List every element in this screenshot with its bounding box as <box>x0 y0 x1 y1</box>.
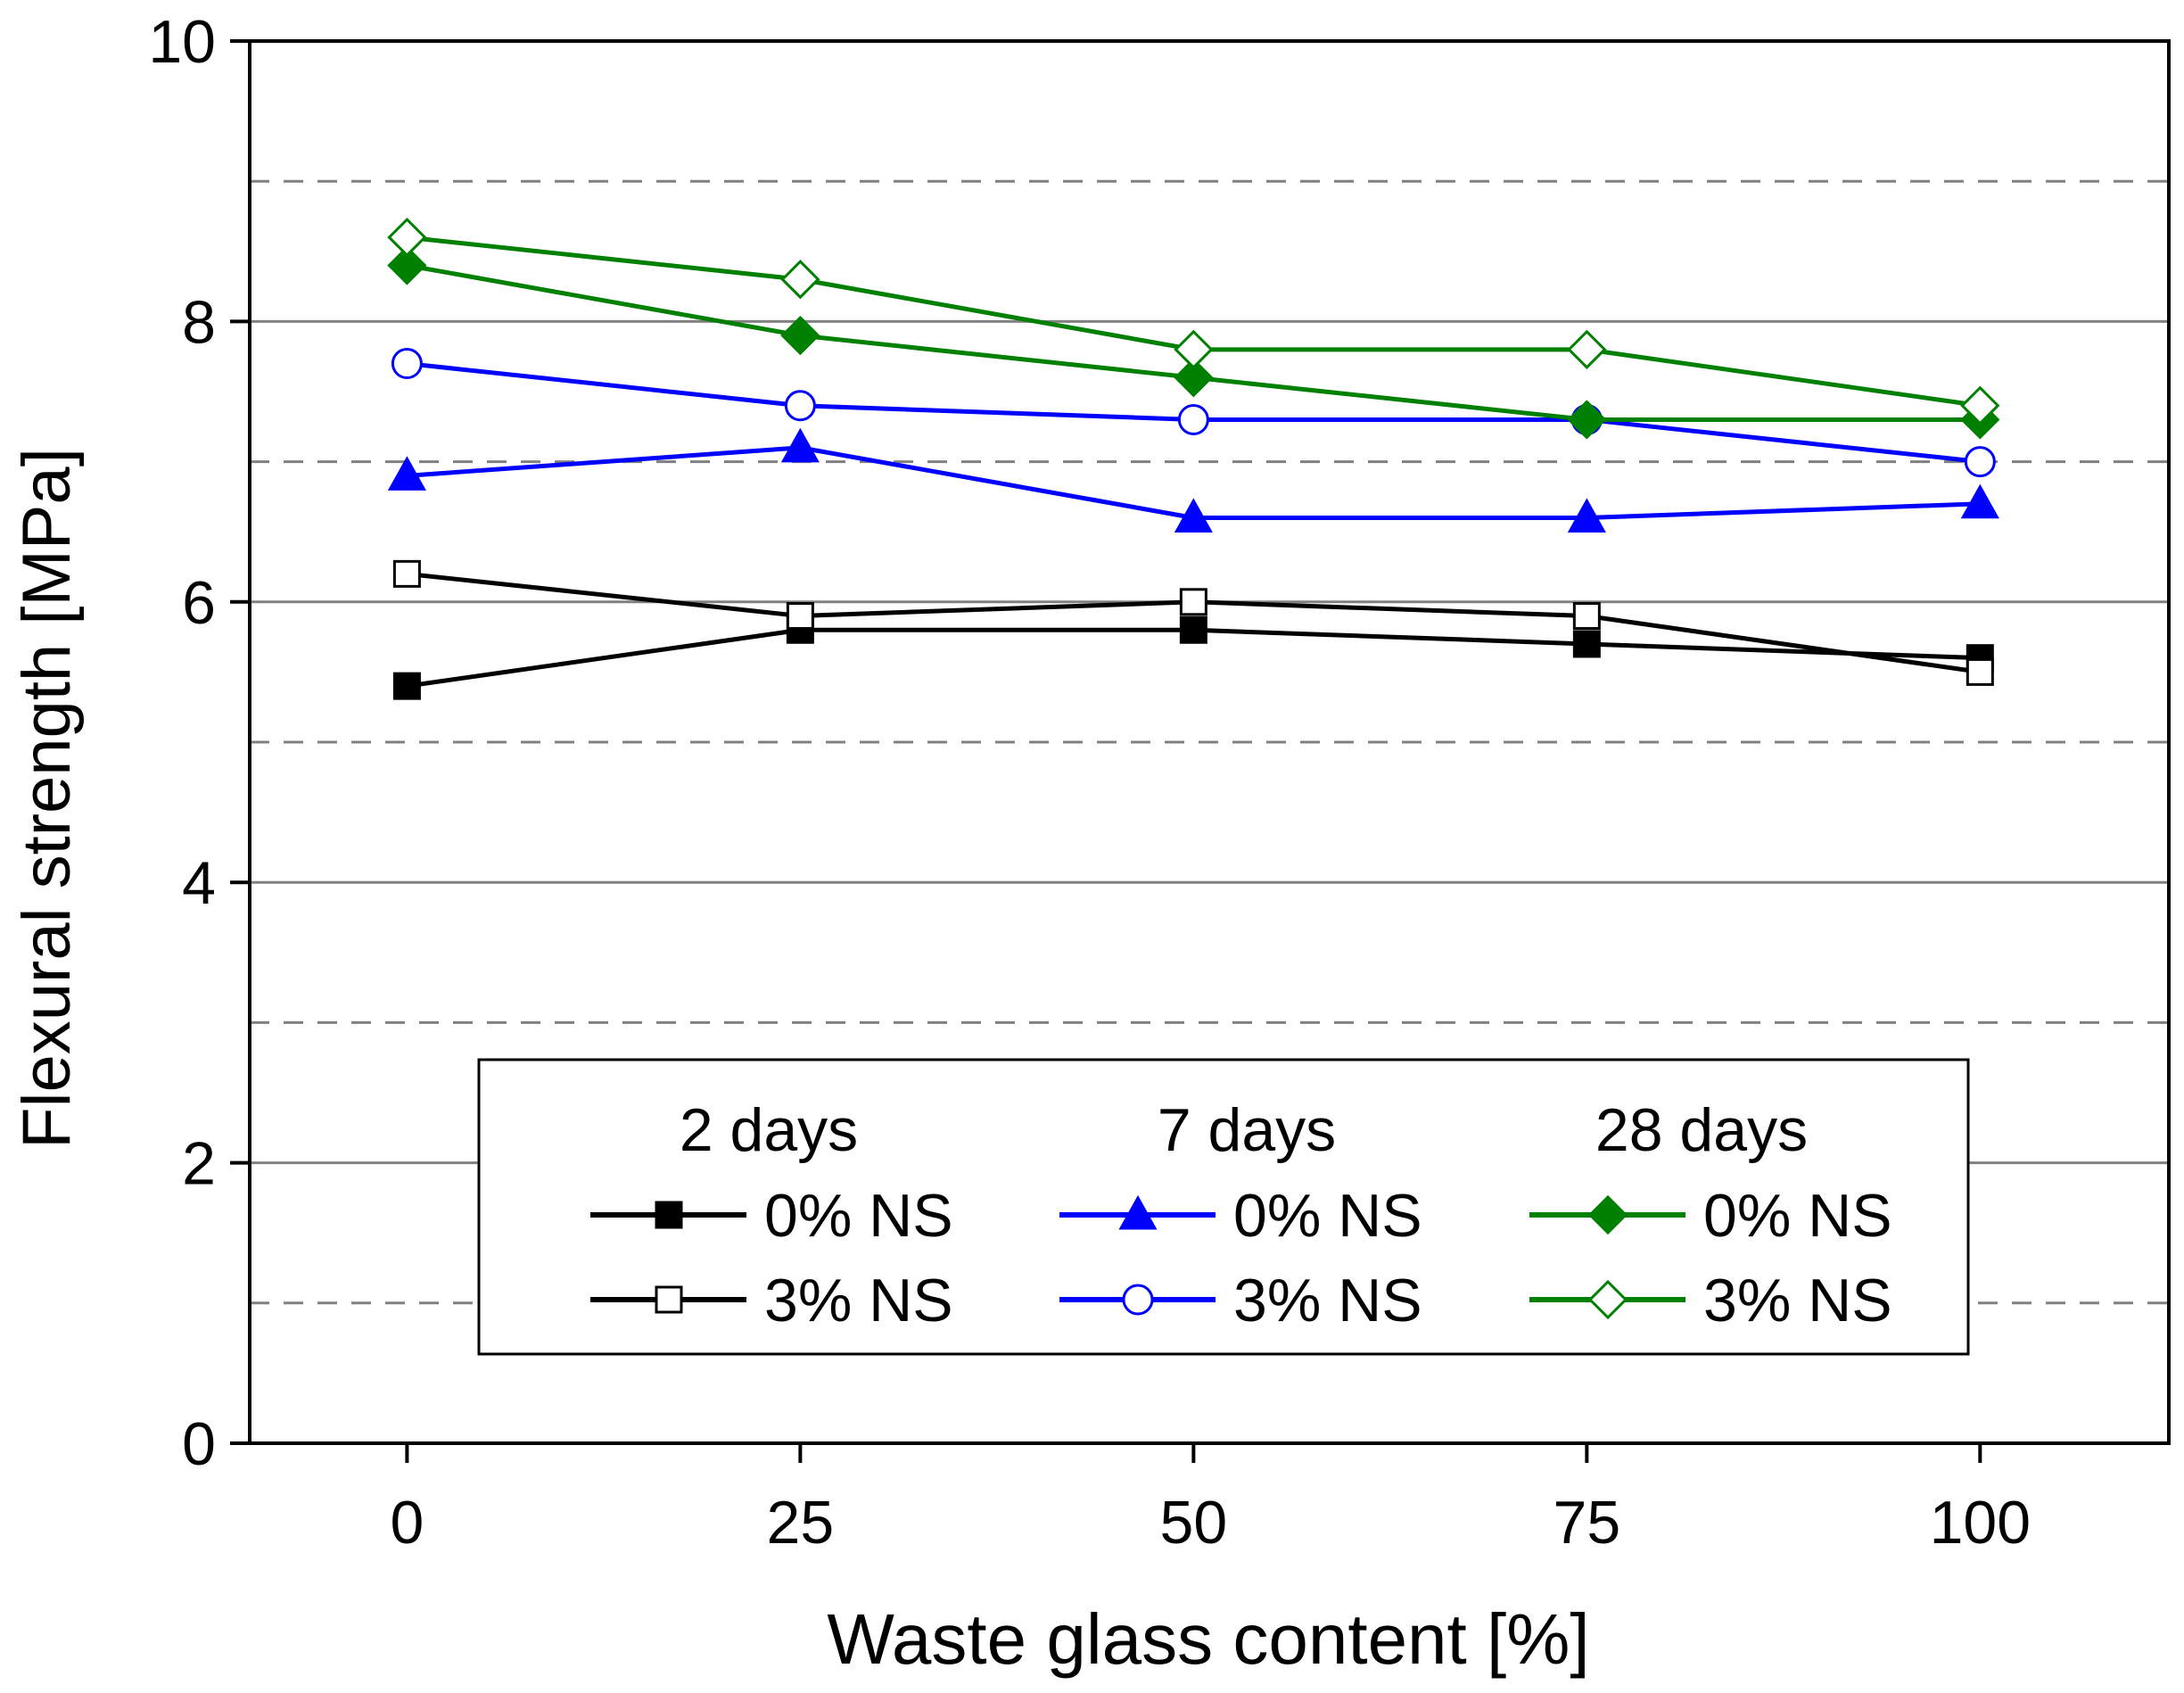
data-point-7-days-3pct-ns <box>1964 446 1996 478</box>
x-tick-label: 0 <box>390 1489 424 1557</box>
data-point-28-days-3pct-ns <box>1960 385 2000 425</box>
legend-group-title: 2 days <box>680 1096 858 1164</box>
data-point-28-days-0pct-ns <box>1174 358 1214 398</box>
data-point-7-days-0pct-ns <box>780 427 820 463</box>
data-point-28-days-0pct-ns <box>780 315 820 356</box>
data-point-2-days-3pct-ns <box>1966 657 1994 686</box>
legend-label-2-days-0pct-ns: 0% NS <box>764 1182 953 1250</box>
y-tick-label: 2 <box>182 1130 216 1198</box>
y-axis-label: Flexural strength [MPa] <box>9 448 85 1149</box>
data-point-7-days-0pct-ns <box>1174 498 1213 533</box>
data-point-7-days-0pct-ns <box>387 456 426 491</box>
legend-group-title: 28 days <box>1595 1096 1808 1164</box>
legend-label-7-days-0pct-ns: 0% NS <box>1233 1182 1422 1250</box>
data-point-28-days-3pct-ns <box>1567 329 1607 369</box>
plot-frame <box>248 39 2171 1445</box>
data-point-28-days-0pct-ns <box>1567 400 1607 440</box>
data-point-7-days-0pct-ns <box>1960 483 1999 519</box>
x-tick-label: 50 <box>1160 1489 1228 1557</box>
legend-marker-2-days-0pct-ns <box>655 1201 683 1229</box>
data-point-28-days-3pct-ns <box>1174 329 1214 369</box>
data-point-7-days-0pct-ns <box>1567 498 1606 533</box>
y-tick-label: 0 <box>182 1410 216 1478</box>
legend-box <box>477 1058 1970 1356</box>
x-tick-label: 25 <box>767 1489 835 1557</box>
legend-label-2-days-3pct-ns: 3% NS <box>764 1267 953 1334</box>
legend-label-28-days-3pct-ns: 3% NS <box>1703 1267 1892 1334</box>
legend-marker-7-days-3pct-ns <box>1122 1284 1154 1316</box>
y-tick-label: 10 <box>148 8 216 76</box>
data-point-2-days-3pct-ns <box>392 559 421 588</box>
data-point-2-days-0pct-ns <box>1179 615 1207 644</box>
data-point-2-days-3pct-ns <box>786 602 814 631</box>
data-series <box>387 217 2000 700</box>
y-tick-label: 8 <box>182 288 216 356</box>
legend-marker-7-days-0pct-ns <box>1118 1194 1158 1230</box>
data-point-2-days-0pct-ns <box>392 672 421 700</box>
data-point-2-days-0pct-ns <box>1572 630 1601 658</box>
legend-group-title: 7 days <box>1158 1096 1336 1164</box>
series-28-days-3pct-ns <box>387 217 2000 425</box>
data-point-28-days-0pct-ns <box>387 245 427 285</box>
x-axis-label: Waste glass content [%] <box>827 1599 1589 1679</box>
data-point-2-days-3pct-ns <box>1179 588 1207 616</box>
series-2-days-3pct-ns <box>392 559 1994 686</box>
legend-label-28-days-0pct-ns: 0% NS <box>1703 1182 1892 1250</box>
y-tick-label: 6 <box>182 569 216 637</box>
data-point-28-days-3pct-ns <box>780 260 820 300</box>
data-point-28-days-3pct-ns <box>387 217 427 258</box>
data-point-7-days-3pct-ns <box>784 390 816 422</box>
data-point-7-days-3pct-ns <box>391 348 423 380</box>
legend-marker-28-days-0pct-ns <box>1587 1194 1628 1235</box>
legend: 2 days 0% NS 3% NS 7 days 0% NS 3% NS 28 days 0… <box>477 1058 1970 1356</box>
y-tick-label: 4 <box>182 849 216 917</box>
x-tick-label: 100 <box>1930 1489 2031 1557</box>
legend-label-7-days-3pct-ns: 3% NS <box>1233 1267 1422 1334</box>
series-7-days-0pct-ns <box>387 427 1999 533</box>
data-point-7-days-3pct-ns <box>1177 403 1209 435</box>
x-tick-label: 75 <box>1554 1489 1621 1557</box>
data-point-2-days-3pct-ns <box>1572 602 1601 631</box>
legend-marker-28-days-3pct-ns <box>1587 1279 1628 1320</box>
legend-marker-2-days-3pct-ns <box>655 1285 683 1314</box>
